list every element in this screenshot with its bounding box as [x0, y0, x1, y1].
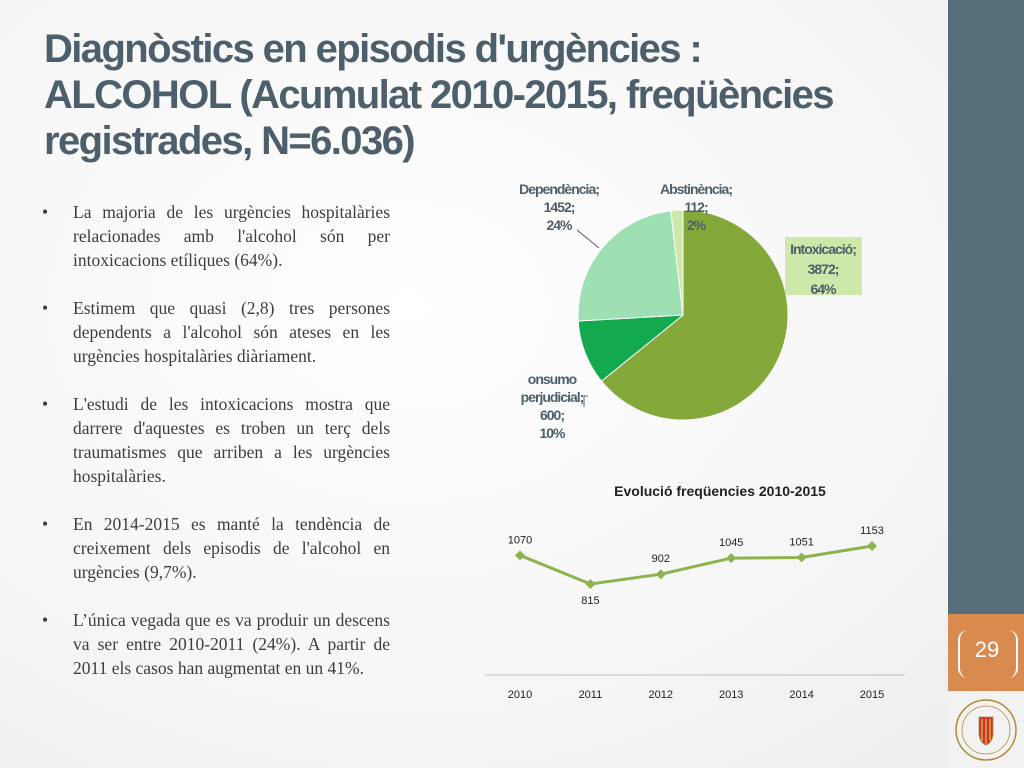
data-label: 1051	[789, 536, 813, 548]
bullet-text: En 2014-2015 es manté la tendència de cr…	[73, 514, 390, 582]
pie-slice	[577, 210, 684, 322]
line-chart-svg: Evolució freqüencies 2010-2015 1070 2010 81…	[485, 483, 905, 701]
x-tick-label: 2010	[508, 689, 532, 701]
x-tick-label: 2012	[649, 689, 673, 701]
bullet-dot: •	[42, 514, 49, 534]
series-line	[519, 544, 873, 586]
pie-label-intoxicacio: Intoxicació; 3872; 64%	[790, 241, 856, 297]
bullet-text: L'estudi de les intoxicacions mostra que…	[73, 394, 390, 486]
slide-title: Diagnòstics en episodis d'urgències : AL…	[44, 26, 924, 164]
data-point	[655, 569, 666, 580]
pie-slice	[670, 209, 684, 316]
pie-chart: Intoxicació; 3872; 64% onsumo perjudicial; 60…	[480, 170, 920, 460]
data-point	[726, 553, 737, 564]
bullet-dot: •	[42, 394, 49, 414]
pie-label-consum: onsumo perjudicial; 600; 10%	[521, 371, 584, 441]
bullet-text: La majoria de les urgències hospitalàrie…	[73, 202, 390, 270]
bullet-item: • En 2014-2015 es manté la tendència de c…	[42, 512, 390, 584]
sidebar	[948, 0, 1024, 768]
data-label: 1070	[508, 534, 532, 546]
line-chart-title: Evolució freqüencies 2010-2015	[614, 483, 826, 499]
x-tick-label: 2011	[579, 689, 603, 701]
x-tick-label: 2014	[789, 689, 813, 701]
title-line-1: Diagnòstics en episodis d'urgències :	[44, 27, 703, 71]
data-point	[585, 579, 596, 589]
page-number-frame	[958, 630, 1018, 678]
data-label: 815	[581, 595, 599, 607]
title-line-3: registrades, N=6.036)	[44, 119, 416, 163]
pie-label-dependencia: Dependència; 1452; 24%	[519, 181, 599, 233]
data-point	[867, 541, 877, 551]
pie-leader-line	[583, 395, 588, 407]
page-number: 29	[974, 637, 1000, 662]
x-tick-label: 2015	[860, 689, 884, 701]
data-point	[515, 550, 525, 561]
bullet-item: • La majoria de les urgències hospitalàri…	[42, 200, 390, 272]
bullet-list: • La majoria de les urgències hospitalàri…	[42, 200, 390, 704]
pie-label-box	[785, 237, 862, 295]
x-tick-label: 2013	[719, 689, 743, 701]
line-chart: Evolució freqüencies 2010-2015 1070 2010 81…	[480, 470, 920, 710]
pie-slice	[600, 209, 789, 421]
bullet-text: L’única vegada que es va produir un desc…	[73, 610, 390, 678]
bullet-item: • L’única vegada que es va produir un des…	[42, 608, 390, 680]
data-label: 1045	[719, 537, 743, 549]
bullet-item: • Estimem que quasi (2,8) tres persones d…	[42, 296, 390, 368]
pie-leader-line	[576, 229, 600, 249]
bullet-item: • L'estudi de les intoxicacions mostra qu…	[42, 392, 390, 488]
bullet-text: Estimem que quasi (2,8) tres persones de…	[73, 298, 390, 366]
sidebar-accent	[948, 614, 1024, 691]
bullet-dot: •	[42, 298, 49, 318]
data-point	[796, 552, 807, 563]
data-label: 1153	[860, 525, 884, 537]
data-label: 902	[652, 553, 670, 565]
pie-label-abstinencia: Abstinència; 112; 2%	[660, 181, 732, 233]
title-line-2: ALCOHOL (Acumulat 2010-2015, freqüències	[44, 73, 834, 117]
bullet-dot: •	[42, 202, 49, 222]
university-logo	[955, 699, 1017, 761]
pie-chart-svg: Intoxicació; 3872; 64% onsumo perjudicial; 60…	[519, 181, 862, 441]
bullet-dot: •	[42, 610, 49, 630]
